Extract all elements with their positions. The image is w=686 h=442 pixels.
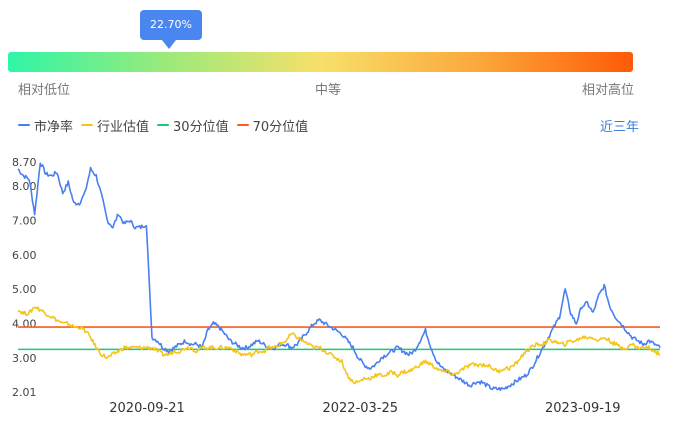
y-tick-label: 4.00 — [12, 318, 37, 331]
chart-legend: 市净率 行业估值 30分位值 70分位值 — [18, 116, 316, 135]
legend-label-industry: 行业估值 — [97, 119, 150, 135]
valuation-line-chart: 8.70 8.00 7.00 6.00 5.00 4.00 3.00 2.01 2020-09-… — [12, 156, 661, 416]
pb-series-line — [17, 162, 661, 392]
legend-label-p30: 30分位值 — [173, 119, 229, 135]
x-tick-label: 2023-09-19 — [545, 401, 621, 416]
y-tick-label: 7.00 — [12, 214, 37, 227]
industry-series-line — [17, 306, 661, 385]
y-tick-label: 8.00 — [12, 180, 37, 193]
legend-swatch-industry — [81, 124, 94, 126]
x-tick-label: 2022-03-25 — [322, 401, 398, 416]
y-tick-label: 6.00 — [12, 249, 37, 262]
y-tick-label: 3.00 — [12, 352, 37, 365]
legend-swatch-pb — [18, 124, 30, 126]
legend-item-industry[interactable]: 行业估值 — [81, 116, 149, 135]
y-tick-label: 5.00 — [12, 283, 37, 296]
legend-swatch-p70 — [236, 124, 249, 126]
tooltip-pointer — [162, 40, 176, 49]
legend-label-p70: 70分位值 — [252, 119, 309, 135]
legend-item-p30[interactable]: 30分位值 — [157, 116, 229, 135]
legend-label-pb: 市净率 — [34, 119, 74, 135]
percentile-tooltip: 22.70% — [140, 10, 202, 40]
valuation-gradient-bar — [8, 52, 633, 72]
period-selector-link[interactable]: 近三年 — [600, 120, 640, 135]
y-tick-label: 2.01 — [12, 386, 37, 399]
scale-high-label: 相对高位 — [582, 83, 635, 98]
legend-item-p70[interactable]: 70分位值 — [236, 116, 309, 135]
x-tick-label: 2020-09-21 — [109, 401, 185, 416]
legend-item-pb[interactable]: 市净率 — [18, 116, 73, 135]
legend-swatch-p30 — [157, 124, 170, 126]
y-tick-label: 8.70 — [12, 156, 37, 169]
scale-mid-label: 中等 — [315, 83, 342, 98]
scale-low-label: 相对低位 — [18, 83, 71, 98]
